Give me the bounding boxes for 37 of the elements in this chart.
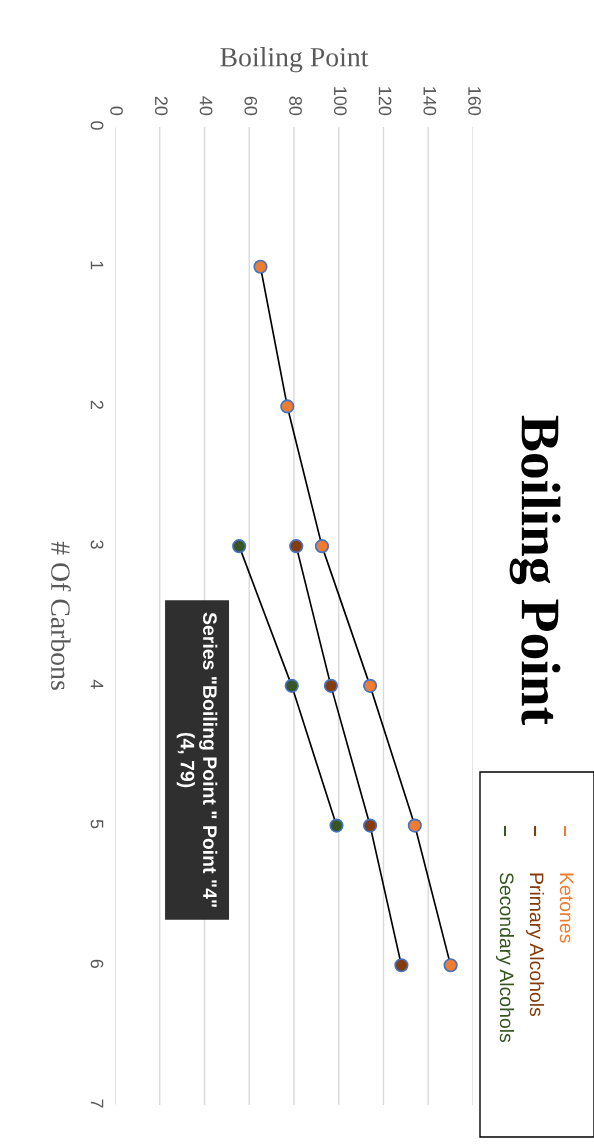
x-tick-label: 80 xyxy=(289,96,302,116)
x-tick-label: 0 xyxy=(110,106,123,116)
point xyxy=(323,678,339,693)
point xyxy=(443,958,458,973)
y-tick-label: 1 xyxy=(90,261,104,270)
y-tick-label: 7 xyxy=(90,1099,104,1108)
y-tick-label: 0 xyxy=(90,121,104,130)
y-tick-label: 5 xyxy=(90,819,104,829)
text: Primary Alcohols xyxy=(525,873,545,1017)
y-tick-label: 4 xyxy=(90,679,104,689)
x-axis-title: Boiling Point xyxy=(220,47,369,73)
x-tick-label: 20 xyxy=(154,96,168,116)
y-axis-title: # Of Carbons xyxy=(51,541,71,690)
point xyxy=(314,539,330,554)
y-tick-label: 3 xyxy=(90,540,104,549)
x-tick-label: 100 xyxy=(333,87,347,116)
point xyxy=(280,399,295,414)
x-tick-label: 120 xyxy=(378,87,392,116)
text: Ketones xyxy=(559,873,574,943)
x-tick-label: 140 xyxy=(423,87,437,116)
annotation: Series "Boiling Point " Point "4" (4, 79) xyxy=(176,612,218,907)
text: Boiling Point xyxy=(509,415,561,725)
point xyxy=(284,678,299,693)
point xyxy=(407,818,422,833)
point xyxy=(329,818,344,833)
x-tick-label: 160 xyxy=(468,87,481,116)
point xyxy=(232,539,247,554)
point xyxy=(362,678,378,693)
y-tick-label: 2 xyxy=(90,400,104,410)
x-tick-label: 60 xyxy=(244,96,258,116)
y-tick-label: 6 xyxy=(90,959,104,968)
point xyxy=(253,259,268,274)
x-tick-label: 40 xyxy=(199,96,213,116)
point xyxy=(394,958,409,973)
point xyxy=(289,539,304,554)
point xyxy=(362,818,378,833)
text: Secondary Alcohols xyxy=(495,872,515,1043)
